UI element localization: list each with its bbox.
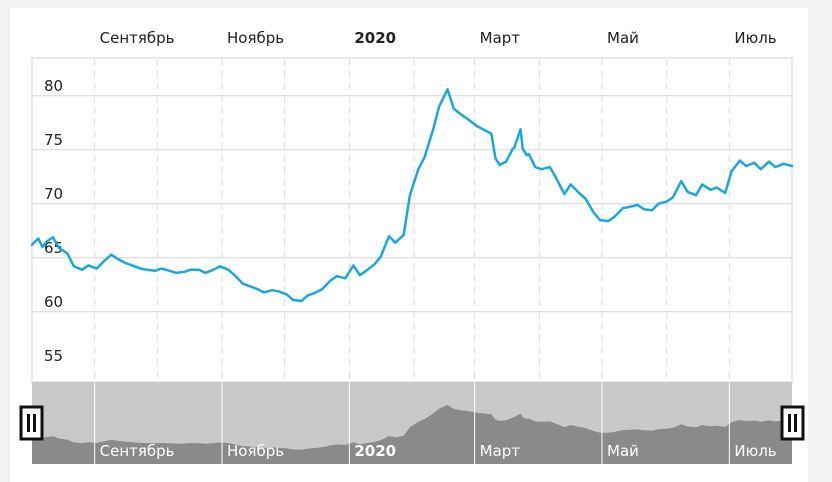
navigator-handle-right[interactable] bbox=[780, 405, 805, 441]
month-label: Сентябрь bbox=[100, 29, 175, 47]
navigator-month-labels: Сентябрь Ноябрь 2020 Март Май Июль bbox=[100, 442, 777, 460]
vertical-gridlines bbox=[94, 59, 730, 382]
month-label-row: Сентябрь Ноябрь 2020 Март Май Июль bbox=[100, 29, 777, 47]
y-tick-label: 70 bbox=[44, 185, 63, 203]
y-tick-label: 75 bbox=[44, 131, 63, 149]
y-axis-tick-labels: 55 60 65 70 75 80 bbox=[44, 77, 63, 365]
month-label: 2020 bbox=[354, 29, 396, 47]
y-tick-label: 65 bbox=[44, 239, 63, 257]
month-label: Ноябрь bbox=[227, 29, 284, 47]
navigator-month-label: 2020 bbox=[354, 442, 396, 460]
navigator-handle-left[interactable] bbox=[19, 405, 44, 441]
navigator-month-label: Март bbox=[480, 442, 521, 460]
navigator-month-label: Ноябрь bbox=[227, 442, 284, 460]
navigator-month-label: Май bbox=[607, 442, 639, 460]
y-tick-label: 55 bbox=[44, 347, 63, 365]
month-label: Июль bbox=[734, 29, 776, 47]
series-layer bbox=[30, 88, 794, 303]
month-label: Май bbox=[607, 29, 639, 47]
navigator-panel[interactable]: Сентябрь Ноябрь 2020 Март Май Июль bbox=[32, 382, 792, 464]
y-tick-label: 60 bbox=[44, 293, 63, 311]
navigator-gridlines bbox=[94, 382, 730, 464]
navigator-month-label: Сентябрь bbox=[100, 442, 175, 460]
horizontal-gridlines bbox=[32, 95, 792, 313]
plot-frame bbox=[31, 57, 793, 383]
navigator-month-label: Июль bbox=[734, 442, 776, 460]
series-line bbox=[30, 88, 794, 303]
month-label: Март bbox=[480, 29, 521, 47]
y-tick-label: 80 bbox=[44, 77, 63, 95]
